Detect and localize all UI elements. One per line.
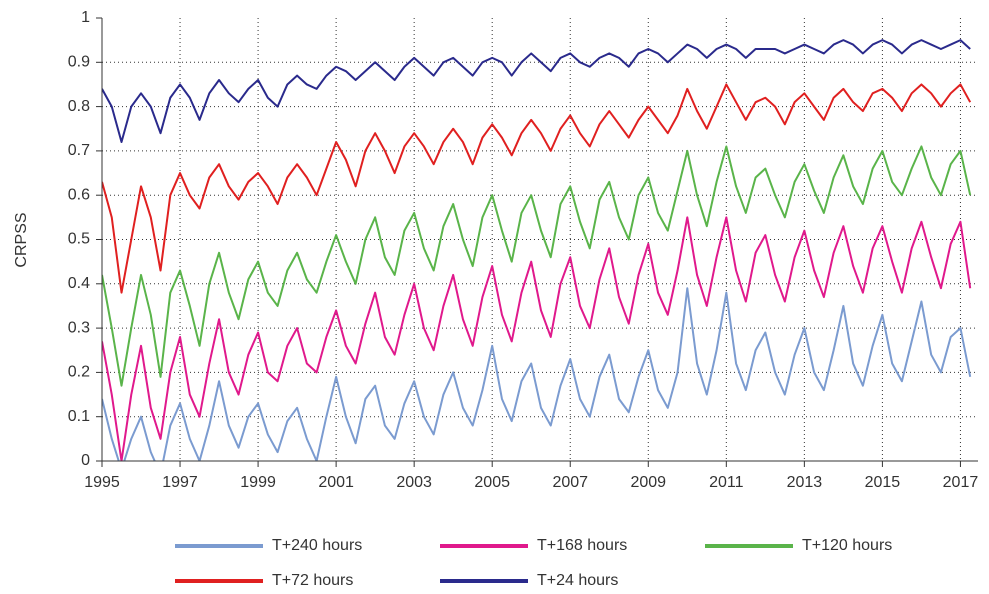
y-axis-label: CRPSS <box>13 212 30 267</box>
x-tick-label: 2003 <box>396 474 432 491</box>
x-tick-label: 1997 <box>162 474 198 491</box>
x-tick-label: 2017 <box>943 474 979 491</box>
legend-label: T+240 hours <box>272 537 362 554</box>
x-tick-label: 2007 <box>552 474 588 491</box>
y-tick-label: 0.9 <box>68 54 90 71</box>
x-tick-label: 1995 <box>84 474 120 491</box>
series-line <box>102 287 972 461</box>
x-tick-label: 2009 <box>630 474 666 491</box>
series-line <box>102 83 972 294</box>
x-tick-label: 2015 <box>865 474 901 491</box>
y-tick-label: 0.1 <box>68 408 90 425</box>
x-tick-label: 1999 <box>240 474 276 491</box>
series-line <box>102 216 972 461</box>
legend-label: T+120 hours <box>802 537 892 554</box>
legend-label: T+24 hours <box>537 572 618 589</box>
y-tick-label: 0.5 <box>68 231 90 248</box>
x-tick-label: 2005 <box>474 474 510 491</box>
y-tick-label: 0 <box>81 452 90 469</box>
y-tick-label: 0.7 <box>68 142 90 159</box>
x-tick-label: 2001 <box>318 474 354 491</box>
y-tick-label: 0.6 <box>68 186 90 203</box>
y-tick-label: 1 <box>81 9 90 26</box>
y-tick-label: 0.2 <box>68 364 90 381</box>
series-line <box>102 39 971 144</box>
y-tick-label: 0.8 <box>68 98 90 115</box>
y-tick-label: 0.4 <box>68 275 90 292</box>
series-line <box>102 145 972 387</box>
x-tick-label: 2011 <box>709 474 744 491</box>
legend-label: T+72 hours <box>272 572 353 589</box>
x-tick-label: 2013 <box>787 474 823 491</box>
y-tick-label: 0.3 <box>68 319 90 336</box>
legend-label: T+168 hours <box>537 537 627 554</box>
